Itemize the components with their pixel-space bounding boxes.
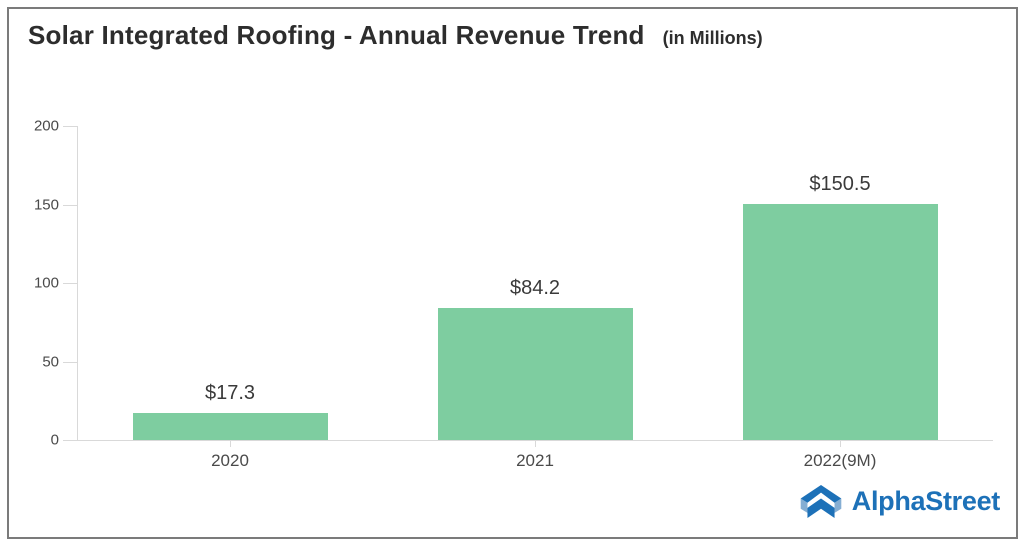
bar [437, 308, 633, 440]
bar-value-label: $84.2 [509, 277, 561, 299]
y-tick-mark [63, 361, 77, 363]
alphastreet-chevron-icon [800, 485, 842, 518]
y-axis [77, 126, 78, 440]
alphastreet-logo: AlphaStreet [799, 484, 1000, 519]
x-tick-label: 2021 [516, 451, 554, 470]
title-units: (in Millions) [662, 28, 763, 48]
bar-value-label: $150.5 [809, 173, 871, 195]
y-tick-mark [63, 283, 77, 284]
bar [132, 413, 328, 440]
chart-header: Solar Integrated Roofing - Annual Revenu… [28, 20, 763, 51]
x-tick-mark [840, 440, 841, 447]
y-tick-mark [63, 204, 77, 206]
x-tick-mark [230, 440, 231, 447]
alphastreet-logo-text: AlphaStreet [851, 486, 1001, 516]
x-tick-label: 2022(9M) [803, 451, 877, 470]
page-title: Solar Integrated Roofing - Annual Revenu… [28, 20, 645, 50]
y-tick-mark [63, 126, 77, 127]
y-tick-label: 100 [33, 274, 59, 292]
y-tick-mark [63, 440, 77, 441]
bar-value-label: $17.3 [204, 382, 256, 404]
y-tick-label: 150 [33, 196, 59, 213]
y-tick-label: 50 [42, 353, 59, 370]
y-tick-label: 200 [33, 117, 59, 135]
y-tick-label: 0 [50, 431, 59, 449]
bar [742, 204, 938, 440]
x-tick-mark [535, 440, 536, 447]
x-tick-label: 2020 [211, 451, 249, 470]
